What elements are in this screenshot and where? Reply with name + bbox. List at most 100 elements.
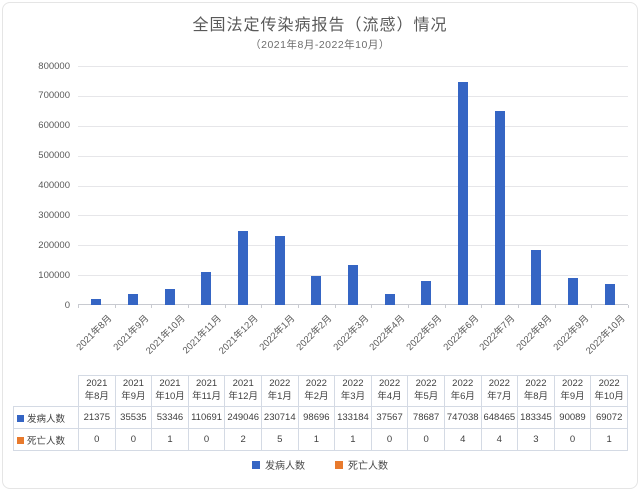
table-value-cell: 1 (151, 428, 189, 451)
plot-area (78, 66, 629, 308)
table-header-month: 2022 年1月 (260, 375, 299, 407)
legend-marker-icon (335, 460, 343, 469)
table-value-cell: 2 (224, 428, 262, 451)
x-axis-label: 2022年6月 (441, 313, 481, 354)
data-table: 2021 年8月 2021 年9月 2021 年10月 2021 年11月 2021 年… (13, 375, 628, 451)
bar-发病人数-2022年1月 (274, 236, 285, 305)
bar-发病人数-2022年9月 (568, 278, 578, 305)
table-value-cell: 35535 (114, 406, 153, 429)
table-value-cell: 648465 (480, 406, 519, 429)
table-value-cell: 1 (590, 428, 628, 451)
x-axis-tickmark (224, 305, 226, 308)
table-header-month: 2022 年10月 (590, 375, 628, 407)
x-axis-label: 2021年9月 (111, 313, 151, 354)
bar-发病人数-2021年11月 (201, 271, 212, 305)
table-value-cell: 37567 (370, 406, 409, 429)
y-axis-tick-label: 200000 (38, 239, 70, 251)
table-value-cell: 0 (187, 428, 226, 451)
table-value-cell: 249046 (224, 406, 262, 429)
legend-label: 死亡人数 (348, 461, 388, 472)
x-axis-label: 2021年11月 (181, 313, 225, 357)
chart-legend: 发病人数 死亡人数 (0, 457, 640, 472)
y-axis-tick-label: 300000 (38, 209, 70, 221)
x-axis-tickmark (628, 305, 629, 308)
x-axis-tickmark (188, 305, 189, 308)
x-axis-label: 2022年3月 (331, 313, 371, 354)
table-value-cell: 0 (553, 428, 592, 451)
x-axis-tickmark (481, 305, 483, 308)
bar-发病人数-2021年9月 (128, 294, 138, 305)
gridline (78, 245, 628, 247)
x-axis-label: 2022年5月 (404, 313, 445, 354)
table-value-cell: 747038 (443, 406, 482, 429)
gridline (78, 66, 628, 67)
x-axis-tickmark (444, 305, 446, 308)
y-axis-tick-label: 600000 (38, 120, 70, 132)
table-value-cell: 78687 (407, 406, 445, 429)
bar-发病人数-2021年10月 (164, 289, 175, 305)
y-axis-tick-label: 400000 (38, 180, 70, 191)
table-value-cell: 21375 (78, 406, 116, 429)
table-row-label: 发病人数 (13, 406, 79, 429)
y-axis-tick-label: 100000 (38, 269, 70, 281)
table-header-month: 2022 年9月 (553, 375, 592, 407)
table-value-cell: 0 (407, 428, 445, 451)
x-axis-tickmark (371, 305, 373, 308)
bar-发病人数-2022年7月 (494, 111, 505, 305)
x-axis-tickmark (261, 305, 263, 308)
table-header-month: 2021 年10月 (151, 375, 189, 407)
chart-subtitle: （2021年8月-2022年10月） (250, 39, 390, 51)
table-corner-cell (13, 375, 79, 407)
bar-发病人数-2022年2月 (311, 275, 322, 305)
table-value-cell: 69072 (590, 406, 628, 429)
bar-发病人数-2022年10月 (604, 284, 615, 305)
table-value-cell: 230714 (260, 406, 299, 429)
table-value-cell: 1 (297, 428, 336, 451)
x-axis-label: 2022年1月 (257, 313, 298, 354)
table-header-month: 2022 年3月 (334, 375, 372, 407)
bar-发病人数-2022年5月 (421, 281, 432, 305)
y-axis-tick-label: 500000 (38, 150, 70, 162)
table-value-cell: 0 (114, 428, 153, 451)
x-axis-tickmark (408, 305, 409, 308)
table-header-month: 2021 年9月 (114, 375, 153, 407)
table-header-month: 2021 年8月 (78, 375, 116, 407)
bar-发病人数-2021年8月 (91, 298, 102, 305)
table-value-cell: 90089 (553, 406, 592, 429)
x-axis-tickmark (298, 305, 299, 308)
y-axis-tick-label: 800000 (38, 60, 70, 72)
bar-发病人数-2022年8月 (531, 250, 542, 305)
x-axis-label: 2022年7月 (477, 313, 518, 354)
table-value-cell: 4 (443, 428, 482, 451)
legend-item-发病人数: 发病人数 (252, 457, 305, 472)
x-axis-label: 2021年8月 (74, 313, 115, 354)
table-header-month: 2021 年11月 (187, 375, 226, 407)
bar-发病人数-2021年12月 (238, 230, 248, 305)
table-value-cell: 53346 (151, 406, 189, 429)
table-value-cell: 1 (334, 428, 372, 451)
bar-发病人数-2022年3月 (348, 265, 358, 305)
table-row-发病人数: 发病人数 21375 35535 53346 110691 249046 230714 986… (13, 406, 628, 429)
table-row-label: 死亡人数 (13, 428, 79, 451)
table-value-cell: 5 (260, 428, 299, 451)
table-value-cell: 133184 (334, 406, 372, 429)
y-axis-tick-label: 0 (64, 299, 70, 311)
table-value-cell: 183345 (517, 406, 555, 429)
gridline (78, 215, 628, 217)
table-header-month: 2022 年7月 (480, 375, 519, 407)
x-axis-tickmark (554, 305, 556, 308)
x-axis-tickmark (78, 305, 79, 308)
y-axis-tick-label: 700000 (38, 90, 70, 102)
x-axis-tickmark (114, 305, 116, 308)
x-axis-tickmark (151, 305, 153, 308)
x-axis-label: 2022年10月 (583, 313, 628, 357)
gridline (78, 185, 628, 187)
table-header-month: 2022 年6月 (443, 375, 482, 407)
x-axis-label: 2021年12月 (217, 313, 261, 357)
table-header-month: 2022 年2月 (297, 375, 336, 407)
table-value-cell: 0 (78, 428, 116, 451)
x-axis-label: 2022年4月 (367, 313, 408, 354)
x-axis-label: 2021年10月 (143, 313, 188, 357)
table-value-cell: 4 (480, 428, 519, 451)
